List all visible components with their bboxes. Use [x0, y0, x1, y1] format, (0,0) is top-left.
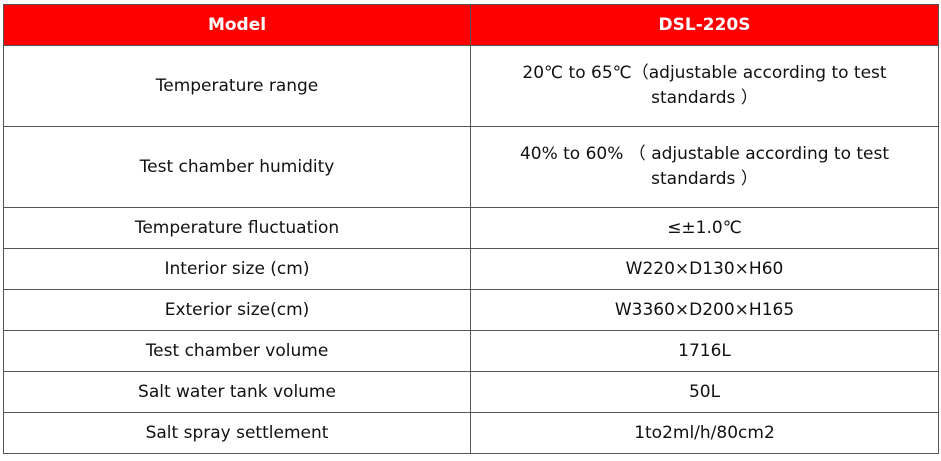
value-cell: W3360×D200×H165 — [470, 289, 939, 331]
label-cell: Test chamber volume — [3, 330, 471, 372]
header-row: Model DSL-220S — [3, 4, 939, 46]
value-cell: 1716L — [470, 330, 939, 372]
value-cell: 40% to 60% （ adjustable according to tes… — [470, 126, 939, 208]
label-cell: Test chamber humidity — [3, 126, 471, 208]
row: Test chamber humidity 40% to 60% （ adjust… — [3, 126, 939, 208]
label-cell: Temperature fluctuation — [3, 207, 471, 249]
row: Exterior size(cm) W3360×D200×H165 — [3, 289, 939, 331]
header-cell: Model — [3, 4, 471, 46]
value-cell: W220×D130×H60 — [470, 248, 939, 290]
value-cell: 1to2ml/h/80cm2 — [470, 412, 939, 454]
row: Temperature fluctuation ≤±1.0℃ — [3, 207, 939, 249]
label-cell: Salt spray settlement — [3, 412, 471, 454]
value-cell: 20℃ to 65℃（adjustable according to test … — [470, 45, 939, 127]
header-cell: DSL-220S — [470, 4, 939, 46]
label-cell: Exterior size(cm) — [3, 289, 471, 331]
row: Temperature range 20℃ to 65℃（adjustable a… — [3, 45, 939, 127]
row: Test chamber volume 1716L — [3, 330, 939, 372]
label-cell: Temperature range — [3, 45, 471, 127]
row: Interior size (cm) W220×D130×H60 — [3, 248, 939, 290]
spec-table: Model DSL-220S Temperature range 20℃ to 6… — [3, 4, 939, 454]
value-cell: ≤±1.0℃ — [470, 207, 939, 249]
row: Salt water tank volume 50L — [3, 371, 939, 413]
value-cell: 50L — [470, 371, 939, 413]
label-cell: Interior size (cm) — [3, 248, 471, 290]
label-cell: Salt water tank volume — [3, 371, 471, 413]
row: Salt spray settlement 1to2ml/h/80cm2 — [3, 412, 939, 454]
